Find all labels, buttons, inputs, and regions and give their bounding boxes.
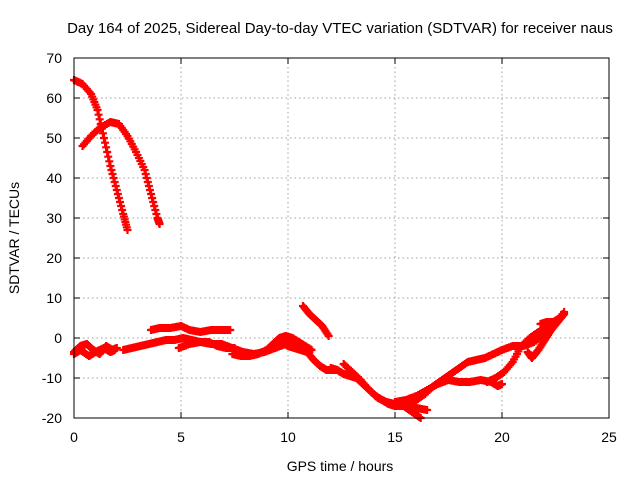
axis-ticks: 0 5 10 15 20 25 -20 -10 0 10 20 30 40 50 60 70 xyxy=(42,50,617,445)
plot-frame xyxy=(73,57,610,419)
y-tick-label: -10 xyxy=(42,370,62,386)
y-tick-label: 10 xyxy=(46,290,62,306)
y-tick-label: 40 xyxy=(46,170,62,186)
x-tick-label: 5 xyxy=(177,429,185,445)
data-point-marker xyxy=(324,332,333,340)
y-tick-label: 20 xyxy=(46,250,62,266)
data-point-marker xyxy=(155,220,164,228)
x-tick-label: 0 xyxy=(70,429,78,445)
y-tick-label: 60 xyxy=(46,90,62,106)
x-tick-label: 15 xyxy=(387,429,403,445)
data-point-marker xyxy=(423,406,432,414)
data-point-marker xyxy=(560,310,569,318)
series-trace-6 xyxy=(147,322,235,336)
x-tick-label: 20 xyxy=(494,429,510,445)
x-tick-label: 25 xyxy=(601,429,617,445)
series-trace-15 xyxy=(483,308,569,386)
y-tick-label: 50 xyxy=(46,130,62,146)
series-trace-10 xyxy=(298,302,333,340)
x-tick-label: 10 xyxy=(280,429,296,445)
series-trace-2 xyxy=(78,118,164,228)
y-axis-label: SDTVAR / TECUs xyxy=(6,182,22,294)
series-trace-14 xyxy=(401,312,566,408)
data-point-marker xyxy=(110,346,119,354)
series-trace-1 xyxy=(70,76,132,234)
series-trace-9 xyxy=(277,338,340,374)
data-point-marker xyxy=(123,226,132,234)
series-trace-4 xyxy=(70,344,119,360)
y-tick-label: 30 xyxy=(46,210,62,226)
y-tick-label: 0 xyxy=(54,330,62,346)
y-tick-label: -20 xyxy=(42,410,62,426)
data-point-marker xyxy=(226,326,235,334)
series-trace-17 xyxy=(536,310,569,328)
series-trace-12 xyxy=(339,360,425,422)
data-point-marker xyxy=(498,380,506,388)
data-series-layer xyxy=(70,76,569,422)
chart-title: Day 164 of 2025, Sidereal Day-to-day VTE… xyxy=(67,20,613,37)
series-trace-8 xyxy=(228,332,316,360)
y-tick-label: 70 xyxy=(46,50,62,66)
series-trace-11 xyxy=(326,364,432,414)
x-axis-label: GPS time / hours xyxy=(287,458,394,474)
series-trace-16 xyxy=(523,310,569,362)
grid-lines xyxy=(74,58,609,418)
